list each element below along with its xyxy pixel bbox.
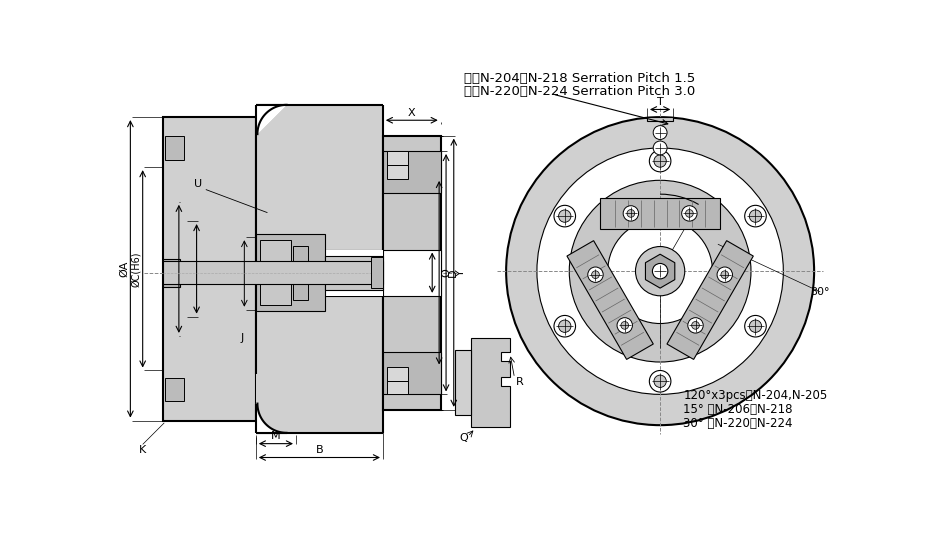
Circle shape: [554, 315, 576, 337]
Circle shape: [608, 219, 712, 323]
Circle shape: [745, 205, 767, 227]
Circle shape: [623, 206, 638, 221]
Text: 120°x3pcs：N-204,N-205: 120°x3pcs：N-204,N-205: [683, 389, 827, 402]
Text: 排齒N-220～N-224 Serration Pitch 3.0: 排齒N-220～N-224 Serration Pitch 3.0: [464, 85, 695, 98]
Bar: [293, 246, 308, 300]
Bar: [647, 117, 674, 121]
Text: P: P: [270, 258, 277, 268]
Text: B: B: [315, 445, 323, 455]
Bar: [387, 165, 408, 179]
Circle shape: [717, 267, 732, 282]
Text: ØH: ØH: [168, 260, 178, 278]
Polygon shape: [567, 241, 654, 360]
Polygon shape: [256, 403, 287, 433]
Circle shape: [688, 318, 703, 333]
Circle shape: [750, 210, 762, 222]
Circle shape: [654, 375, 666, 387]
Circle shape: [569, 180, 751, 362]
Bar: [387, 151, 408, 165]
Circle shape: [618, 318, 633, 333]
Circle shape: [750, 320, 762, 333]
Circle shape: [650, 370, 671, 392]
Text: T: T: [656, 97, 663, 107]
Circle shape: [721, 271, 729, 279]
Bar: [163, 259, 180, 287]
Bar: [163, 117, 256, 421]
Circle shape: [559, 320, 571, 333]
Bar: [383, 136, 441, 410]
Circle shape: [627, 210, 635, 217]
Text: J: J: [240, 333, 243, 343]
Bar: [259, 240, 291, 305]
Circle shape: [650, 150, 671, 172]
Circle shape: [559, 210, 571, 222]
Circle shape: [654, 141, 667, 155]
Circle shape: [692, 321, 699, 329]
Polygon shape: [471, 338, 510, 427]
Text: K: K: [139, 445, 146, 455]
Text: 15° ：N-206～N-218: 15° ：N-206～N-218: [683, 403, 792, 416]
Circle shape: [654, 126, 667, 139]
Bar: [383, 249, 441, 296]
Text: X: X: [408, 107, 415, 118]
Bar: [256, 234, 325, 311]
Text: 排齒N-204～N-218 Serration Pitch 1.5: 排齒N-204～N-218 Serration Pitch 1.5: [464, 72, 695, 85]
Text: O: O: [441, 268, 451, 277]
Text: N: N: [434, 268, 445, 277]
Bar: [387, 367, 408, 381]
Circle shape: [636, 247, 685, 296]
Text: Y: Y: [456, 269, 466, 276]
Bar: [163, 261, 383, 284]
Text: D: D: [448, 268, 458, 277]
Polygon shape: [667, 241, 753, 360]
Text: R: R: [516, 377, 523, 387]
Circle shape: [686, 210, 694, 217]
Circle shape: [592, 271, 599, 279]
Circle shape: [506, 117, 814, 425]
Circle shape: [745, 315, 767, 337]
Bar: [165, 137, 184, 159]
Bar: [325, 256, 383, 289]
Polygon shape: [645, 254, 674, 288]
Text: M: M: [271, 431, 280, 441]
Circle shape: [588, 267, 603, 282]
Circle shape: [621, 321, 629, 329]
Circle shape: [654, 155, 666, 167]
Bar: [165, 378, 184, 401]
Bar: [256, 249, 383, 296]
Text: S: S: [287, 258, 294, 268]
Text: ØW: ØW: [185, 259, 196, 279]
Text: Q: Q: [460, 433, 468, 443]
Circle shape: [537, 148, 784, 394]
Text: 30°: 30°: [810, 287, 829, 297]
Text: ØL: ØL: [341, 254, 355, 264]
Polygon shape: [256, 105, 287, 134]
Circle shape: [653, 264, 668, 279]
Text: U: U: [194, 179, 202, 189]
Bar: [383, 352, 441, 394]
Text: ØC(H6): ØC(H6): [131, 251, 142, 287]
Circle shape: [682, 206, 697, 221]
Text: 30° ：N-220～N-224: 30° ：N-220～N-224: [683, 417, 792, 430]
Circle shape: [554, 205, 576, 227]
Bar: [371, 257, 383, 288]
Polygon shape: [600, 198, 720, 229]
Bar: [383, 151, 441, 193]
Bar: [256, 105, 383, 433]
Bar: [454, 350, 471, 415]
Bar: [387, 381, 408, 394]
Text: ØA: ØA: [119, 261, 129, 277]
